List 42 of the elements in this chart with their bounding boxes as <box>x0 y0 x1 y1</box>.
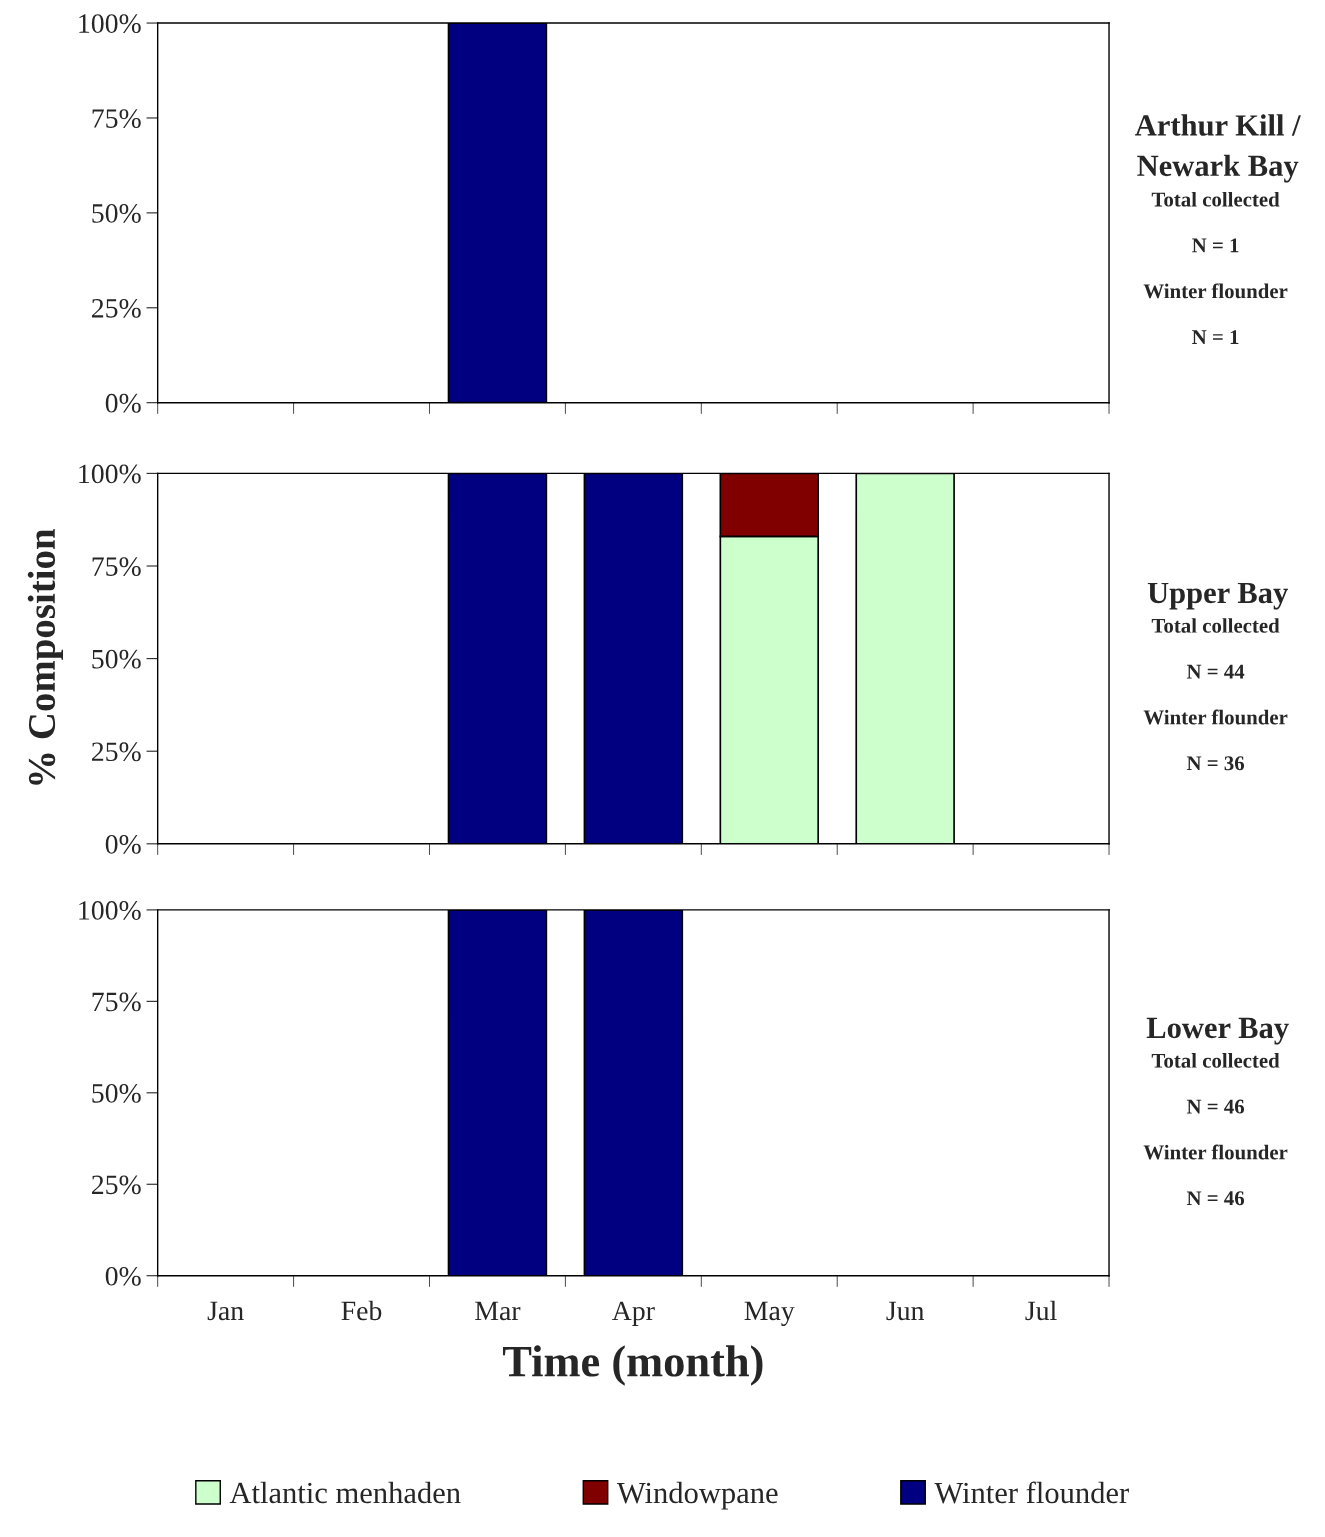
text: N = 1 <box>1192 330 1239 344</box>
y-tick-label: 25% <box>92 298 141 318</box>
text: Arthur Kill / Newark Bay <box>1135 114 1301 183</box>
x-tick-label: May <box>744 1301 795 1326</box>
x-axis-title: Time (month) <box>502 1345 763 1386</box>
y-tick-label: 0% <box>105 393 141 413</box>
text: N = 44 <box>1186 664 1245 679</box>
y-tick-label: 50% <box>92 649 141 669</box>
x-tick-label: Jun <box>886 1301 925 1321</box>
text: N = 46 <box>1186 1099 1245 1114</box>
legend-label: Windowpane <box>616 1481 778 1510</box>
x-tick-label: Mar <box>475 1301 521 1321</box>
text: Lower Bay <box>1146 1017 1289 1045</box>
y-tick-label: 75% <box>92 557 141 576</box>
legend-label: Atlantic menhaden <box>229 1481 461 1504</box>
y-tick-label: 100% <box>79 901 141 920</box>
text: Total collected <box>1151 191 1280 207</box>
text: N = 46 <box>1186 1191 1245 1206</box>
text: Upper Bay <box>1147 582 1288 610</box>
text: Winter flounder <box>1143 1144 1288 1160</box>
y-tick-label: 25% <box>92 1175 141 1195</box>
text: N = 1 <box>1192 238 1239 253</box>
y-tick-label: 25% <box>92 742 141 762</box>
y-tick-label: 100% <box>79 464 141 484</box>
y-tick-label: 100% <box>79 14 141 34</box>
legend-label: Winter flounder <box>934 1481 1129 1504</box>
x-tick-label: Jul <box>1025 1300 1057 1321</box>
text: N = 36 <box>1186 756 1245 771</box>
y-tick-label: 50% <box>92 1083 141 1103</box>
x-tick-label: Feb <box>341 1300 382 1321</box>
text: Winter flounder <box>1143 283 1288 299</box>
x-tick-label: Jan <box>207 1301 244 1321</box>
y-tick-label: 75% <box>92 109 141 128</box>
y-tick-label: 75% <box>92 992 141 1012</box>
y-axis-title: % Composition <box>27 529 64 785</box>
text: Total collected <box>1151 618 1280 633</box>
text: Winter flounder <box>1143 709 1288 725</box>
text: Total collected <box>1151 1053 1280 1068</box>
y-tick-label: 50% <box>92 204 141 223</box>
x-tick-label: Apr <box>612 1301 655 1326</box>
y-tick-label: 0% <box>105 834 141 854</box>
y-tick-label: 0% <box>105 1266 141 1286</box>
